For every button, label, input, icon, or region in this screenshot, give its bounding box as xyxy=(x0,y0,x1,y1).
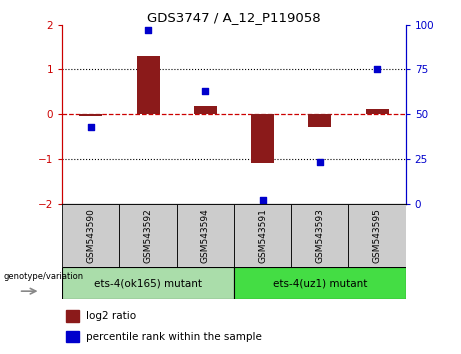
Bar xyxy=(251,114,274,163)
Bar xyxy=(79,114,102,116)
Bar xyxy=(62,204,119,267)
Point xyxy=(259,197,266,203)
Bar xyxy=(194,106,217,114)
Point xyxy=(87,124,95,130)
Bar xyxy=(308,114,331,127)
Text: ets-4(uz1) mutant: ets-4(uz1) mutant xyxy=(272,278,367,288)
Text: GSM543595: GSM543595 xyxy=(372,208,382,263)
Bar xyxy=(65,310,79,322)
Point xyxy=(201,88,209,94)
Text: GSM543590: GSM543590 xyxy=(86,208,95,263)
Bar xyxy=(366,109,389,114)
Text: genotype/variation: genotype/variation xyxy=(3,272,83,281)
Bar xyxy=(234,204,291,267)
Bar xyxy=(349,204,406,267)
Bar xyxy=(291,204,349,267)
Text: GSM543591: GSM543591 xyxy=(258,208,267,263)
Title: GDS3747 / A_12_P119058: GDS3747 / A_12_P119058 xyxy=(147,11,321,24)
Text: GSM543593: GSM543593 xyxy=(315,208,325,263)
Bar xyxy=(177,204,234,267)
Point xyxy=(373,67,381,72)
Bar xyxy=(65,331,79,342)
Bar xyxy=(62,267,234,299)
Text: percentile rank within the sample: percentile rank within the sample xyxy=(86,332,262,342)
Bar xyxy=(234,267,406,299)
Text: ets-4(ok165) mutant: ets-4(ok165) mutant xyxy=(94,278,202,288)
Text: GSM543592: GSM543592 xyxy=(143,208,153,263)
Text: GSM543594: GSM543594 xyxy=(201,208,210,263)
Bar xyxy=(119,204,177,267)
Point xyxy=(144,27,152,33)
Bar xyxy=(136,56,160,114)
Text: log2 ratio: log2 ratio xyxy=(86,312,136,321)
Point xyxy=(316,160,324,165)
